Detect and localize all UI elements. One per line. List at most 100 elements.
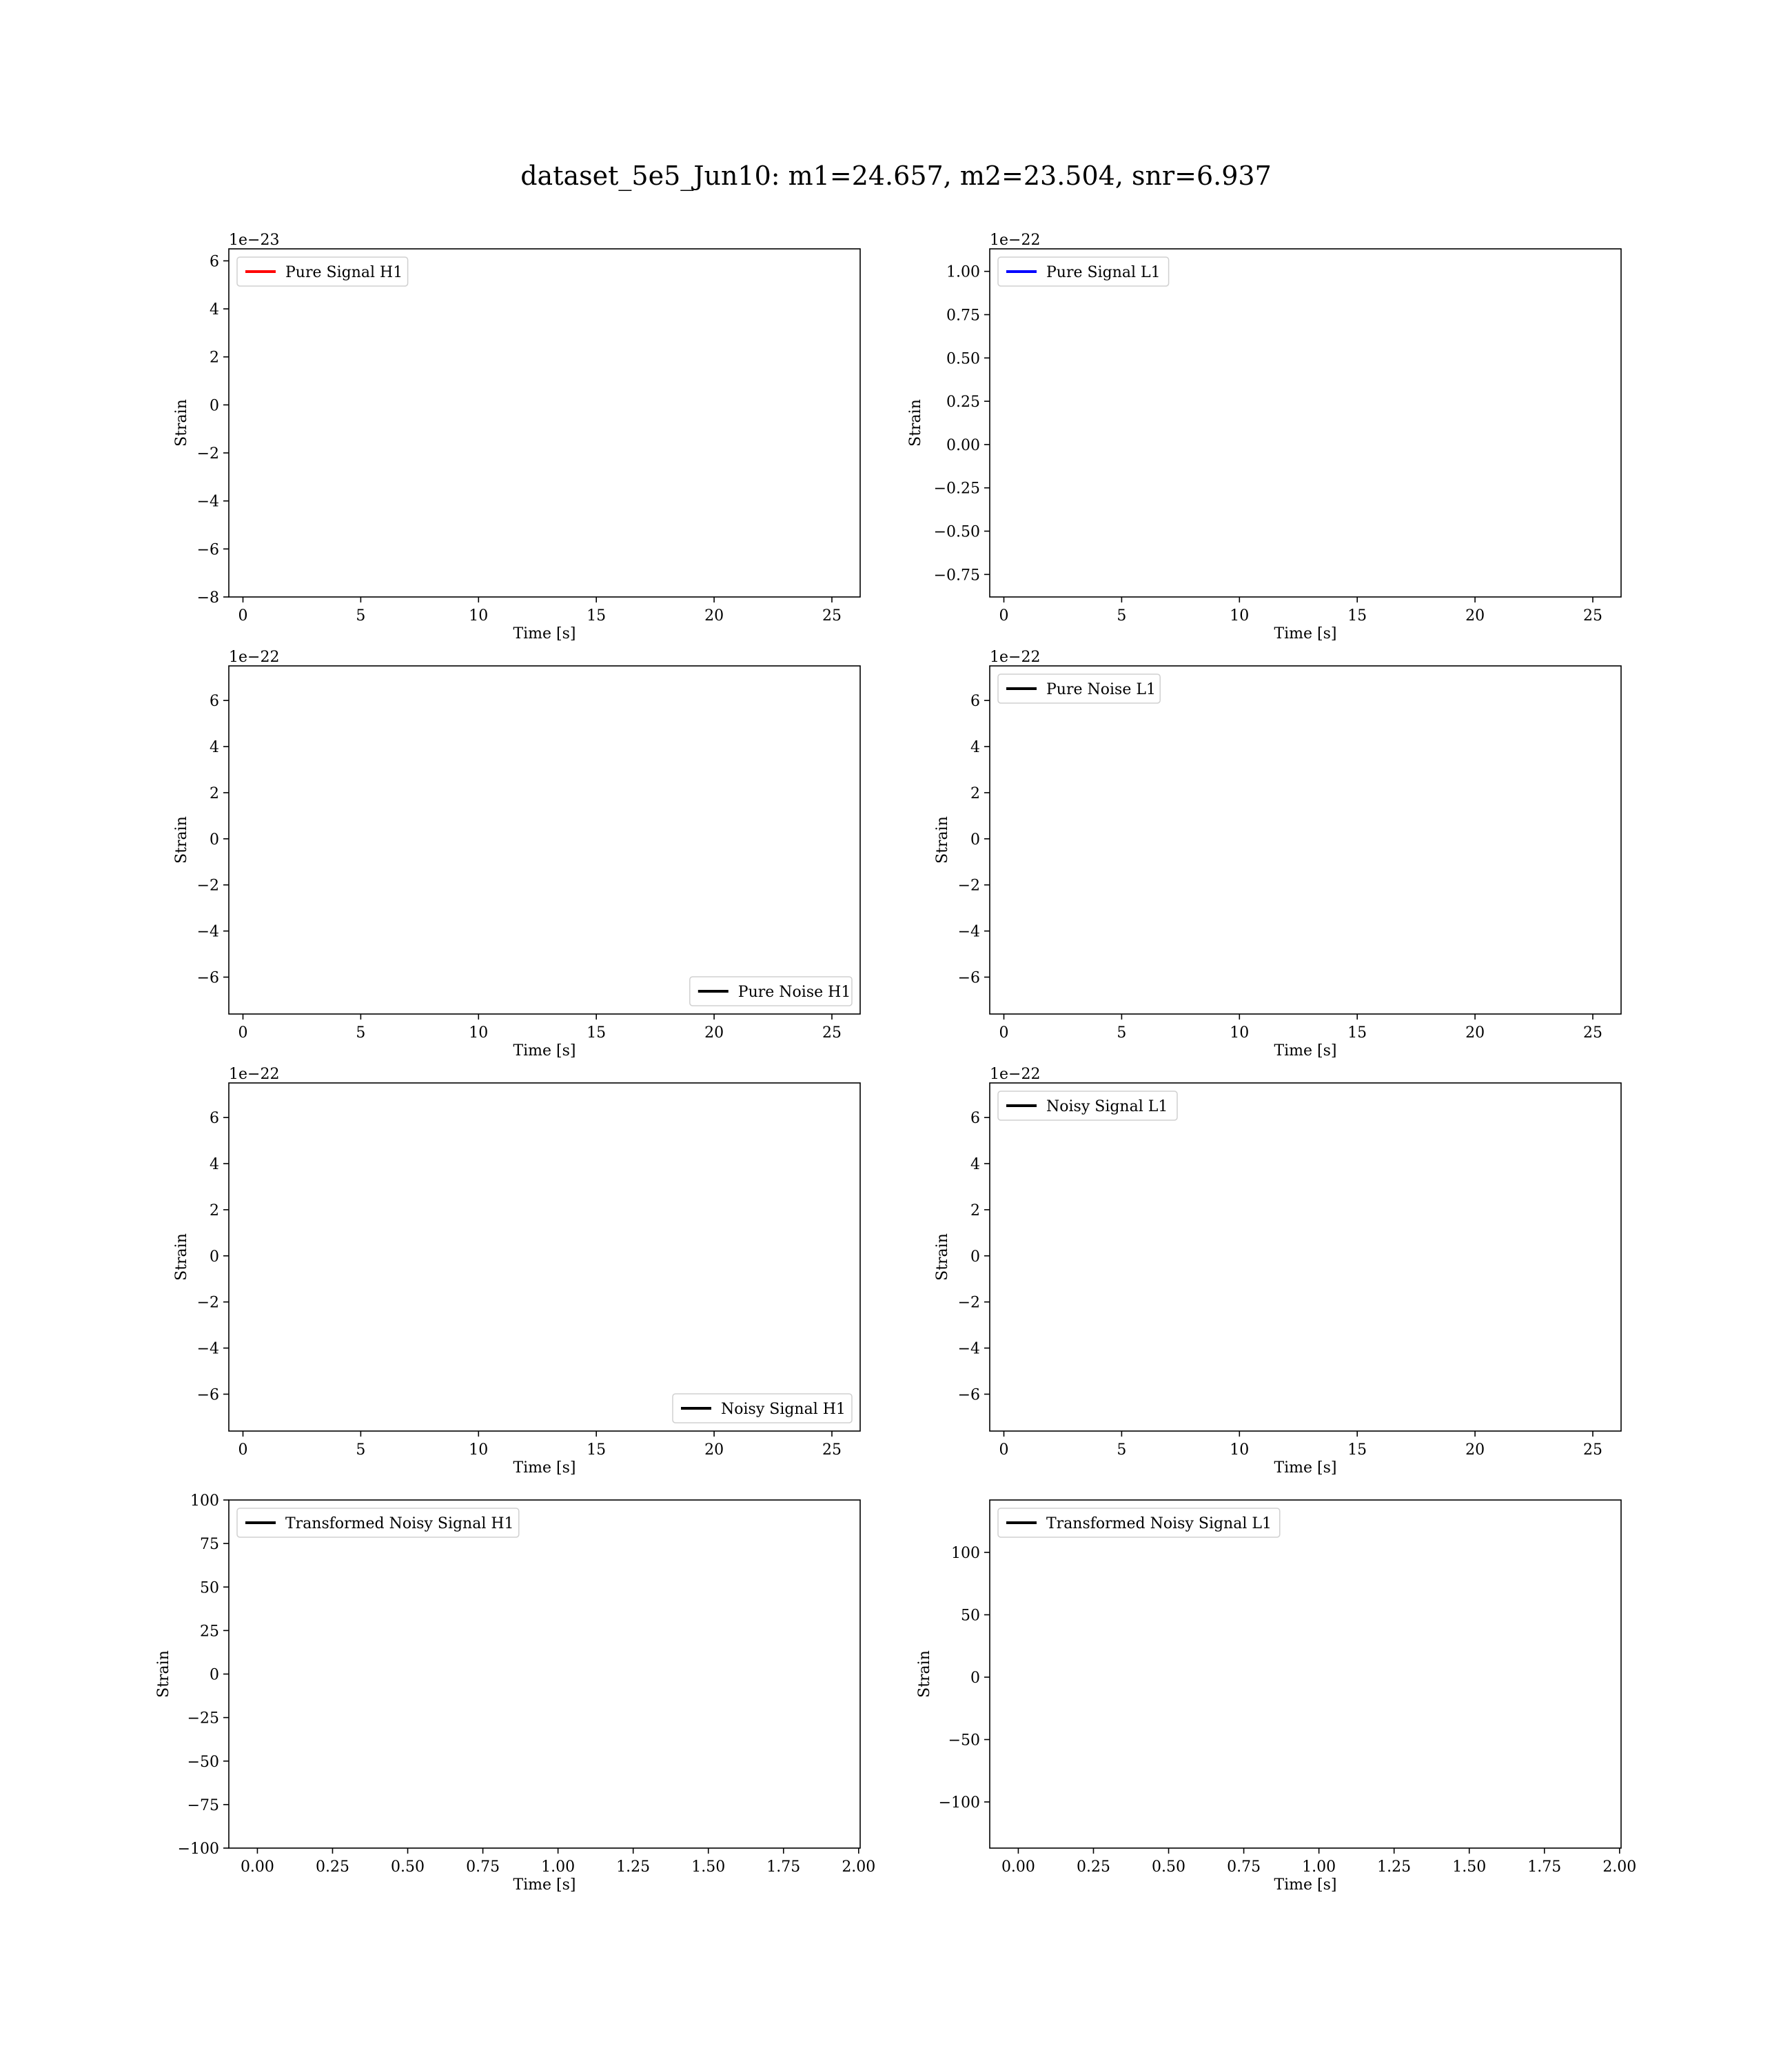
x-tick-label: 25 [822, 1441, 842, 1459]
legend-frame [997, 673, 1161, 704]
axes-frame [228, 1082, 861, 1432]
y-tick-label: 2 [210, 785, 219, 802]
legend-label: Pure Noise L1 [1046, 681, 1156, 698]
x-tick-label: 10 [469, 1024, 488, 1042]
x-tick-label: 0 [238, 1024, 248, 1042]
x-tick-label: 0 [999, 607, 1009, 625]
y-tick-label: 0 [970, 1248, 980, 1266]
legend-label: Transformed Noisy Signal H1 [285, 1515, 514, 1532]
y-tick-label: −50 [948, 1732, 980, 1750]
axes-frame [989, 1082, 1622, 1432]
y-tick-label: 0 [210, 831, 219, 849]
x-axis-label: Time [s] [1274, 1459, 1336, 1477]
x-axis-label: Time [s] [513, 625, 576, 642]
y-offset-text: 1e−22 [990, 232, 1040, 249]
x-tick-label: 20 [704, 1024, 724, 1042]
x-tick-label: 15 [1347, 607, 1367, 625]
x-tick-label: 1.25 [1377, 1858, 1411, 1876]
axes-frame [989, 665, 1622, 1015]
y-axis-label: Strain [934, 1233, 951, 1281]
x-tick-label: 20 [704, 1441, 724, 1459]
x-tick-label: 5 [1117, 607, 1126, 625]
legend-frame [997, 256, 1170, 287]
x-tick-label: 1.00 [1302, 1858, 1336, 1876]
y-tick-label: −25 [187, 1710, 219, 1727]
x-tick-label: 15 [1347, 1441, 1367, 1459]
y-tick-label: 0.00 [946, 437, 980, 454]
legend-frame [672, 1393, 853, 1423]
y-tick-label: −0.25 [934, 480, 980, 498]
legend-label: Noisy Signal H1 [721, 1401, 846, 1418]
y-tick-label: 4 [210, 301, 219, 318]
x-axis-label: Time [s] [1274, 1876, 1336, 1894]
y-tick-label: 0.75 [946, 307, 980, 324]
x-tick-label: 1.50 [691, 1858, 725, 1876]
x-tick-label: 0.00 [1001, 1858, 1035, 1876]
y-tick-label: 0 [210, 397, 219, 414]
y-tick-label: −2 [197, 445, 219, 463]
y-tick-label: 6 [210, 693, 219, 710]
y-offset-text: 1e−22 [229, 1066, 279, 1083]
y-tick-label: 6 [970, 1110, 980, 1127]
x-tick-label: 2.00 [1602, 1858, 1636, 1876]
y-tick-label: −6 [197, 969, 219, 986]
x-tick-label: 15 [1347, 1024, 1367, 1042]
y-offset-text: 1e−22 [229, 649, 279, 666]
y-tick-label: 50 [200, 1579, 219, 1596]
x-tick-label: 0.25 [316, 1858, 349, 1876]
y-tick-label: −6 [958, 969, 980, 986]
x-tick-label: 20 [1465, 607, 1485, 625]
x-tick-label: 1.50 [1452, 1858, 1486, 1876]
subplot-pure-noise-h1: 0 5 10 15 20 25 −6 −4 −2 0 2 4 6 1e−22 Time [s] Strain P… [173, 649, 861, 1060]
x-tick-label: 0.50 [391, 1858, 425, 1876]
axes-frame [228, 248, 861, 598]
legend-label: Noisy Signal L1 [1046, 1098, 1168, 1115]
x-tick-label: 0.50 [1152, 1858, 1185, 1876]
y-axis-label: Strain [916, 1650, 933, 1698]
x-tick-label: 1.00 [541, 1858, 575, 1876]
y-tick-label: 4 [970, 739, 980, 756]
legend: Noisy Signal H1 [672, 1393, 853, 1423]
y-tick-label: 2 [210, 349, 219, 367]
y-tick-label: 2 [210, 1202, 219, 1219]
y-tick-label: 0 [210, 1248, 219, 1266]
y-tick-label: 2 [970, 1202, 980, 1219]
y-tick-label: −75 [187, 1797, 219, 1814]
y-tick-label: 1.00 [946, 264, 980, 281]
y-tick-label: 2 [970, 785, 980, 802]
y-tick-label: −4 [197, 494, 219, 511]
x-axis-label: Time [s] [1274, 625, 1336, 642]
y-offset-text: 1e−23 [229, 232, 279, 249]
legend-frame [997, 1091, 1178, 1121]
legend-frame [689, 976, 853, 1006]
y-tick-label: −100 [178, 1841, 219, 1858]
legend-frame [236, 256, 409, 287]
x-tick-label: 10 [1230, 607, 1249, 625]
x-tick-label: 0.25 [1077, 1858, 1110, 1876]
y-tick-label: −4 [197, 924, 219, 941]
x-tick-label: 0.75 [1227, 1858, 1261, 1876]
x-tick-label: 1.25 [616, 1858, 650, 1876]
x-tick-label: 1.75 [766, 1858, 800, 1876]
x-tick-label: 15 [587, 1024, 606, 1042]
x-tick-label: 0.00 [241, 1858, 274, 1876]
y-tick-label: −6 [197, 1386, 219, 1403]
y-axis-label: Strain [907, 399, 924, 447]
x-tick-label: 20 [1465, 1441, 1485, 1459]
legend: Pure Noise L1 [997, 673, 1161, 704]
legend: Pure Signal H1 [236, 256, 409, 287]
subplot-pure-signal-l1: 0 5 10 15 20 25 −0.75 −0.50 −0.25 0.00 0.25 0.50 0.7… [907, 232, 1622, 642]
legend: Transformed Noisy Signal H1 [236, 1508, 520, 1538]
axes-frame [989, 1499, 1622, 1849]
y-axis-label: Strain [173, 816, 190, 864]
y-offset-text: 1e−22 [990, 649, 1040, 666]
y-tick-label: 0.25 [946, 394, 980, 411]
y-tick-label: −2 [197, 1295, 219, 1312]
y-tick-label: 6 [210, 1110, 219, 1127]
x-tick-label: 5 [356, 1441, 365, 1459]
x-axis-label: Time [s] [1274, 1042, 1336, 1060]
x-tick-label: 20 [704, 607, 724, 625]
legend-label: Pure Signal L1 [1046, 264, 1161, 281]
x-tick-label: 1.75 [1527, 1858, 1561, 1876]
